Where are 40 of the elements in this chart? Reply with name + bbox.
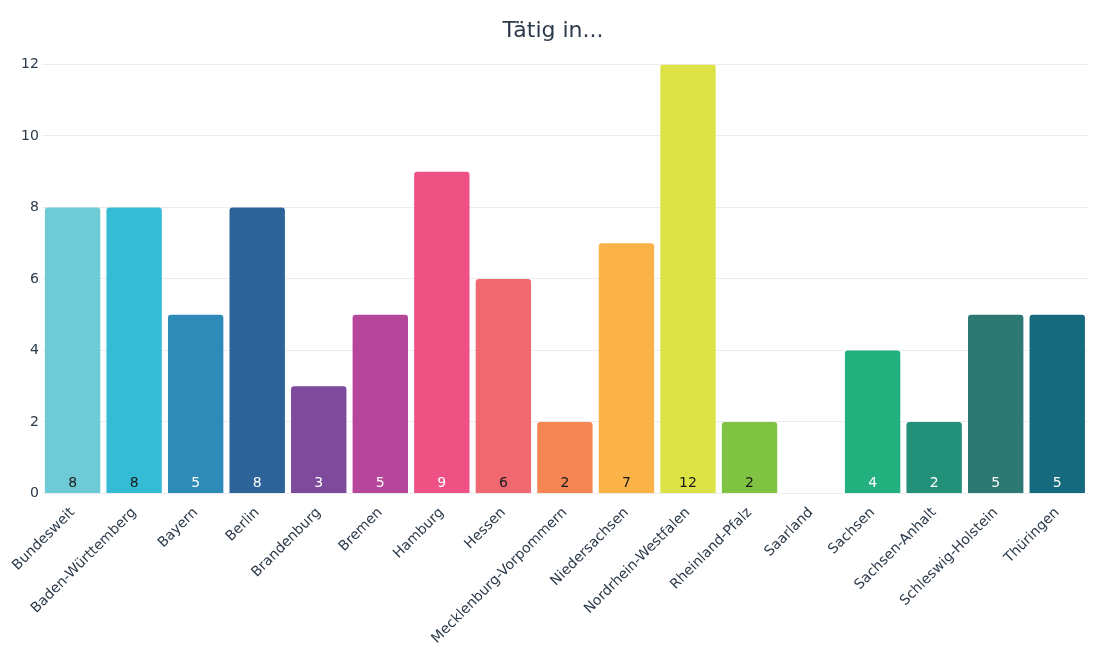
bar [106, 207, 162, 493]
bar [1029, 314, 1085, 493]
bar [44, 207, 101, 493]
data-label: 5 [1052, 473, 1062, 490]
data-label: 5 [191, 473, 201, 490]
y-tick-label: 6 [29, 269, 39, 286]
data-label: 8 [252, 473, 262, 490]
y-tick-label: 4 [29, 341, 39, 358]
bar [906, 421, 962, 493]
data-label: 8 [129, 473, 139, 490]
data-label: 8 [68, 473, 78, 490]
bar [660, 64, 716, 493]
y-tick-label: 0 [29, 484, 39, 501]
bar [721, 421, 778, 493]
bar [291, 386, 347, 493]
bar [598, 243, 655, 493]
data-label: 6 [498, 473, 508, 490]
data-label: 5 [991, 473, 1001, 490]
y-tick-label: 2 [29, 412, 39, 429]
bar [414, 171, 470, 493]
bar [968, 314, 1024, 493]
y-tick-label: 8 [29, 198, 39, 215]
data-label: 9 [437, 473, 447, 490]
data-label: 4 [868, 473, 878, 490]
data-label: 5 [375, 473, 385, 490]
data-label: 2 [560, 473, 570, 490]
data-label: 2 [745, 473, 754, 490]
bar [167, 314, 224, 493]
data-label: 3 [314, 473, 324, 490]
chart-title: Tätig in... [501, 16, 604, 42]
bar [475, 278, 532, 493]
data-label: 7 [621, 473, 631, 490]
data-label: 12 [679, 473, 697, 490]
bar [352, 314, 408, 493]
bar [537, 421, 593, 493]
bar [844, 350, 901, 493]
y-tick-label: 12 [20, 55, 39, 72]
data-label: 2 [929, 473, 939, 490]
bar [229, 207, 285, 493]
y-tick-label: 10 [20, 126, 39, 143]
